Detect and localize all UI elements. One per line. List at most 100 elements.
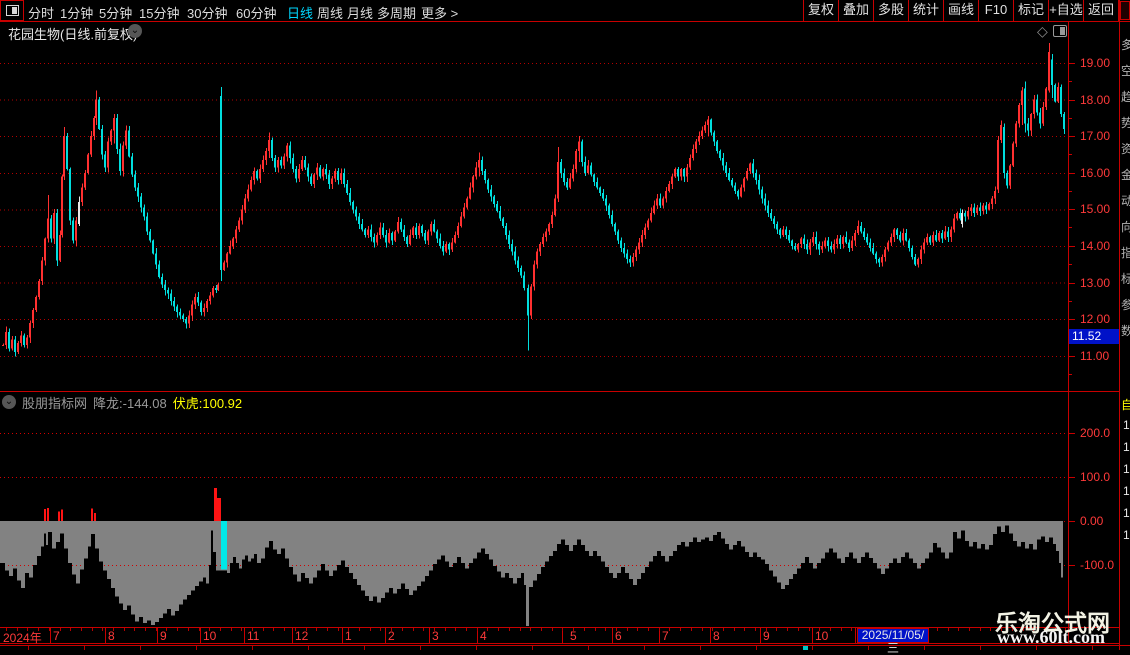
panel-separator[interactable] bbox=[0, 391, 1120, 392]
period-tab-5[interactable]: 30分钟 bbox=[187, 6, 228, 21]
price-axis-tick bbox=[1069, 136, 1075, 138]
indicator-series1-value: 降龙:-144.08 bbox=[93, 395, 167, 411]
date-axis-tick bbox=[819, 628, 820, 631]
window-layout-button[interactable] bbox=[0, 0, 24, 21]
date-axis-tick bbox=[402, 628, 403, 631]
price-axis-minor-tick bbox=[1069, 81, 1072, 82]
collapse-main-chart-icon[interactable]: ⌄ bbox=[128, 24, 142, 38]
date-axis-tick bbox=[659, 628, 660, 631]
toolbar-button-7[interactable]: 标记 bbox=[1013, 0, 1048, 21]
date-axis-label: 10 bbox=[815, 629, 829, 643]
sidebar-clipped-glyph: 指 bbox=[1121, 246, 1130, 260]
price-axis-minor-tick bbox=[1069, 154, 1072, 156]
period-tab-2[interactable]: 1分钟 bbox=[60, 6, 94, 21]
indicator-chart[interactable] bbox=[0, 413, 1067, 626]
sidebar-clipped-glyph: 多 bbox=[1121, 38, 1130, 52]
candlestick-chart[interactable] bbox=[0, 22, 1067, 390]
period-tab-3[interactable]: 5分钟 bbox=[99, 6, 133, 21]
price-axis-minor-tick bbox=[1069, 117, 1072, 119]
date-axis-tick bbox=[177, 628, 178, 631]
date-axis-tick bbox=[669, 628, 670, 631]
current-date-badge: 2025/11/05/三 bbox=[857, 628, 929, 655]
period-tab-11[interactable]: 更多 > bbox=[421, 6, 459, 21]
period-tab-8[interactable]: 周线 bbox=[317, 6, 344, 21]
date-axis-divider bbox=[562, 627, 563, 643]
date-axis-label: 11 bbox=[247, 629, 260, 643]
indicator-axis-tick bbox=[1069, 433, 1075, 434]
date-axis-tick bbox=[145, 628, 146, 631]
date-axis-divider bbox=[105, 627, 106, 643]
date-axis-label: 9 bbox=[160, 629, 167, 643]
price-axis-label: 13.00 bbox=[1080, 275, 1111, 290]
date-axis-tick bbox=[60, 628, 61, 631]
date-axis-tick bbox=[1001, 628, 1002, 631]
date-axis-label: 2024年 bbox=[3, 631, 42, 645]
date-axis-tick bbox=[263, 628, 264, 631]
date-axis-tick bbox=[199, 628, 200, 631]
toolbar-button-8[interactable]: +自选 bbox=[1048, 0, 1083, 21]
date-axis-tick bbox=[948, 628, 949, 631]
date-axis-tick bbox=[734, 628, 735, 631]
date-axis-tick bbox=[38, 628, 39, 631]
bottom-tick bbox=[420, 646, 421, 650]
price-axis-tick bbox=[1069, 355, 1075, 357]
toolbar-button-1[interactable]: 复权 bbox=[803, 0, 838, 21]
toolbar-button-3[interactable]: 多股 bbox=[873, 0, 908, 21]
period-tab-7[interactable]: 日线 bbox=[287, 6, 314, 21]
date-axis-tick bbox=[530, 628, 531, 631]
sidebar-clipped-glyph: 动 bbox=[1121, 194, 1130, 208]
price-axis-label: 18.00 bbox=[1080, 92, 1111, 107]
price-axis-tick bbox=[1069, 319, 1075, 321]
date-axis-tick bbox=[1055, 628, 1056, 631]
date-axis-tick bbox=[359, 628, 360, 631]
date-axis-tick bbox=[1023, 628, 1024, 631]
sidebar-clipped-glyph: 资 bbox=[1121, 142, 1130, 156]
bottom-tick bbox=[364, 646, 365, 650]
date-axis-tick bbox=[605, 628, 606, 631]
date-axis-tick bbox=[220, 628, 221, 631]
date-axis-tick bbox=[937, 628, 938, 631]
date-axis-divider bbox=[710, 627, 711, 643]
panel-toggle-icon[interactable] bbox=[1053, 25, 1067, 37]
toolbar-button-2[interactable]: 叠加 bbox=[838, 0, 873, 21]
date-axis-divider bbox=[429, 627, 430, 643]
indicator-axis-label: 100.0 bbox=[1080, 470, 1111, 484]
toolbar-button-6[interactable]: F10 bbox=[978, 0, 1013, 21]
date-axis-tick bbox=[616, 628, 617, 631]
sidebar-clipped-glyph: 势 bbox=[1121, 116, 1130, 130]
diamond-marker-icon[interactable]: ◇ bbox=[1037, 23, 1048, 39]
chart-title: 花园生物(日线.前复权) bbox=[8, 27, 138, 42]
period-tab-10[interactable]: 多周期 bbox=[377, 6, 417, 21]
indicator-axis-tick bbox=[1069, 521, 1075, 522]
price-axis-tick bbox=[1069, 63, 1075, 64]
date-axis-tick bbox=[295, 628, 296, 631]
bottom-tick bbox=[308, 646, 309, 650]
bottom-tick bbox=[476, 646, 477, 650]
date-axis-label: 10 bbox=[203, 629, 217, 643]
price-axis-label: 15.00 bbox=[1080, 202, 1111, 217]
watermark-site-name: 乐淘公式网 bbox=[995, 610, 1110, 636]
date-axis bbox=[0, 627, 1120, 644]
date-axis-tick bbox=[49, 628, 50, 631]
right-sidebar-clipped[interactable]: 多空趋势资金动向指标参数 1 1 1 1 1 1 bbox=[1120, 0, 1130, 650]
bottom-tick bbox=[980, 646, 981, 650]
toolbar-button-5[interactable]: 画线 bbox=[943, 0, 978, 21]
collapse-indicator-icon[interactable]: ⌄ bbox=[2, 395, 16, 409]
price-axis-tick bbox=[1069, 209, 1075, 211]
period-tab-6[interactable]: 60分钟 bbox=[236, 6, 277, 21]
period-tab-9[interactable]: 月线 bbox=[347, 6, 374, 21]
date-axis-tick bbox=[455, 628, 456, 631]
period-tab-1[interactable]: 分时 bbox=[28, 6, 55, 21]
date-axis-tick bbox=[980, 628, 981, 631]
toolbar-button-9[interactable]: 返回 bbox=[1083, 0, 1119, 21]
date-axis-tick bbox=[6, 628, 7, 631]
period-tab-4[interactable]: 15分钟 bbox=[139, 6, 180, 21]
indicator-series2-value: 伏虎:100.92 bbox=[172, 395, 243, 411]
date-axis-label: 9 bbox=[763, 629, 770, 643]
date-axis-tick bbox=[1044, 628, 1045, 631]
toolbar-button-4[interactable]: 统计 bbox=[908, 0, 943, 21]
date-axis-tick bbox=[327, 628, 328, 631]
sidebar-border-line bbox=[1119, 0, 1120, 650]
date-axis-tick bbox=[841, 628, 842, 631]
watermark-url: www.60lt.com bbox=[997, 627, 1105, 647]
